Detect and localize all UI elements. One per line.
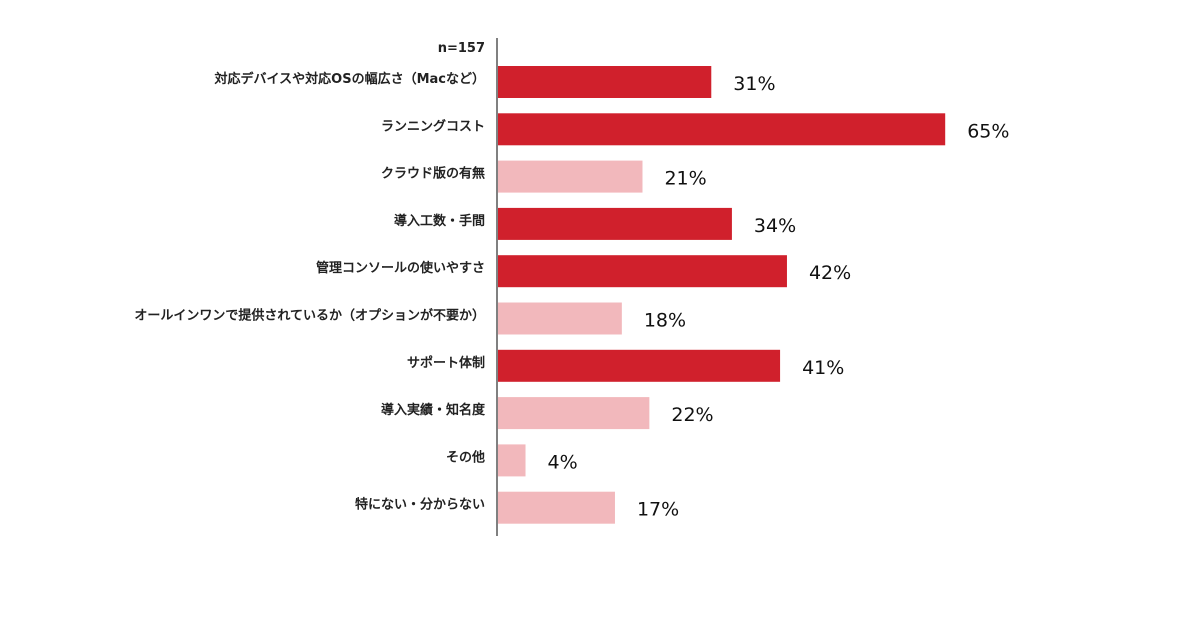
category-label-7: 導入実績・知名度: [381, 402, 486, 418]
bar-0: [498, 66, 712, 98]
bar-1: [498, 113, 946, 146]
value-label-9: 17%: [637, 499, 679, 521]
bar-6: [498, 349, 781, 382]
sample-size-label: n=157: [438, 41, 485, 56]
value-label-0: 31%: [733, 73, 775, 95]
category-label-9: 特にない・分からない: [355, 497, 485, 513]
value-label-1: 65%: [967, 120, 1009, 142]
category-label-1: ランニングコスト: [381, 118, 485, 134]
value-label-8: 4%: [548, 451, 578, 473]
bar-8: [498, 444, 526, 477]
category-label-4: 管理コンソールの使いやすさ: [316, 260, 485, 276]
value-label-4: 42%: [809, 262, 851, 284]
category-label-6: サポート体制: [407, 355, 485, 371]
bar-2: [498, 160, 643, 193]
bars-group: 対応デバイスや対応OSの幅広さ（Macなど） 31% ランニングコスト 65% クラウド…: [134, 66, 1009, 524]
bar-5: [498, 302, 622, 335]
bar-4: [498, 255, 787, 288]
category-label-8: その他: [446, 449, 485, 465]
bar-3: [498, 207, 732, 240]
value-label-6: 41%: [802, 357, 844, 379]
value-label-2: 21%: [664, 168, 706, 190]
value-label-5: 18%: [644, 310, 686, 332]
bar-7: [498, 397, 650, 430]
category-label-0: 対応デバイスや対応OSの幅広さ（Macなど）: [214, 71, 485, 87]
bar-9: [498, 491, 615, 524]
category-label-3: 導入工数・手間: [394, 213, 485, 229]
category-label-5: オールインワンで提供されているか（オプションが不要か）: [134, 308, 485, 324]
category-label-2: クラウド版の有無: [381, 166, 485, 182]
value-label-7: 22%: [671, 404, 713, 426]
value-label-3: 34%: [754, 215, 796, 237]
